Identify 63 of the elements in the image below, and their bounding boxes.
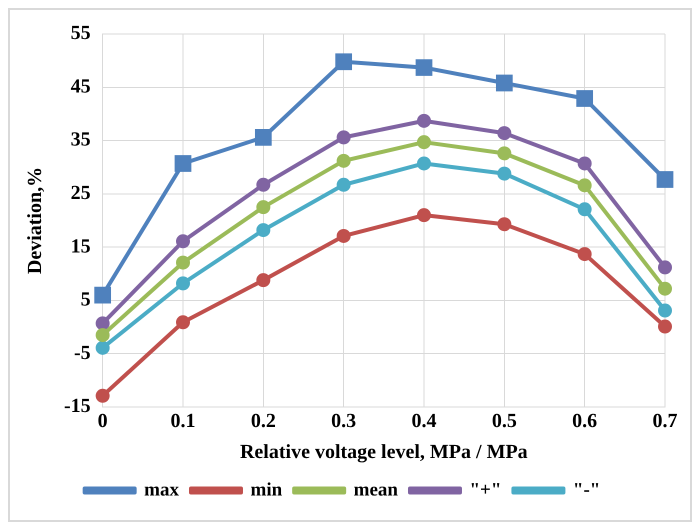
- point: [176, 276, 190, 290]
- point: [576, 90, 594, 107]
- legend-label: max: [144, 479, 180, 500]
- point: [416, 208, 431, 222]
- point: [96, 328, 110, 342]
- point: [94, 286, 112, 304]
- point: [336, 178, 351, 192]
- point: [176, 315, 190, 330]
- y-tick-label: 5: [80, 288, 91, 311]
- point: [496, 74, 513, 92]
- point: [96, 388, 110, 403]
- point: [497, 146, 512, 160]
- point: [256, 273, 270, 288]
- point: [656, 171, 674, 188]
- point: [658, 320, 672, 334]
- point: [96, 340, 110, 355]
- point: [176, 234, 190, 248]
- point: [658, 304, 672, 318]
- legend-label: "-": [572, 479, 600, 500]
- point: [335, 53, 352, 70]
- point: [578, 178, 592, 192]
- point: [336, 130, 351, 144]
- x-tick-label: 0: [98, 410, 108, 432]
- legend-label: min: [250, 479, 283, 500]
- y-tick-label: 15: [70, 235, 91, 258]
- y-axis-title: Deviation,%: [24, 166, 46, 274]
- point: [256, 200, 270, 214]
- x-tick-label: 0.4: [411, 410, 436, 432]
- point: [497, 126, 512, 140]
- x-tick-label: 0.5: [492, 410, 517, 432]
- point: [256, 178, 270, 192]
- point: [174, 155, 192, 172]
- point: [578, 156, 592, 170]
- x-tick-label: 0.6: [572, 410, 598, 432]
- point: [416, 114, 431, 128]
- point: [497, 217, 512, 232]
- point: [497, 166, 512, 181]
- point: [256, 223, 270, 238]
- point: [416, 135, 431, 150]
- point: [176, 256, 190, 270]
- x-axis-title: Relative voltage level, MPa / MPa: [240, 441, 528, 464]
- x-tick-label: 0.2: [250, 410, 276, 432]
- point: [336, 228, 351, 243]
- point: [416, 59, 432, 76]
- point: [658, 260, 672, 274]
- point: [416, 156, 431, 170]
- point: [336, 154, 351, 168]
- x-tick-label: 0.1: [170, 410, 196, 432]
- y-tick-label: 55: [70, 22, 91, 44]
- x-tick-label: 0.7: [652, 410, 678, 432]
- y-tick-label: -5: [74, 342, 91, 364]
- point: [578, 202, 592, 216]
- point: [578, 247, 592, 262]
- legend-label: "+": [469, 479, 502, 500]
- point: [658, 282, 672, 296]
- x-tick-label: 0.3: [331, 410, 356, 432]
- y-tick-label: 35: [70, 128, 91, 151]
- legend-label: mean: [354, 479, 398, 500]
- point: [96, 316, 110, 330]
- point: [254, 129, 272, 146]
- y-tick-label: 45: [70, 75, 91, 98]
- y-tick-label: 25: [70, 182, 91, 204]
- y-tick-label: -15: [64, 395, 91, 418]
